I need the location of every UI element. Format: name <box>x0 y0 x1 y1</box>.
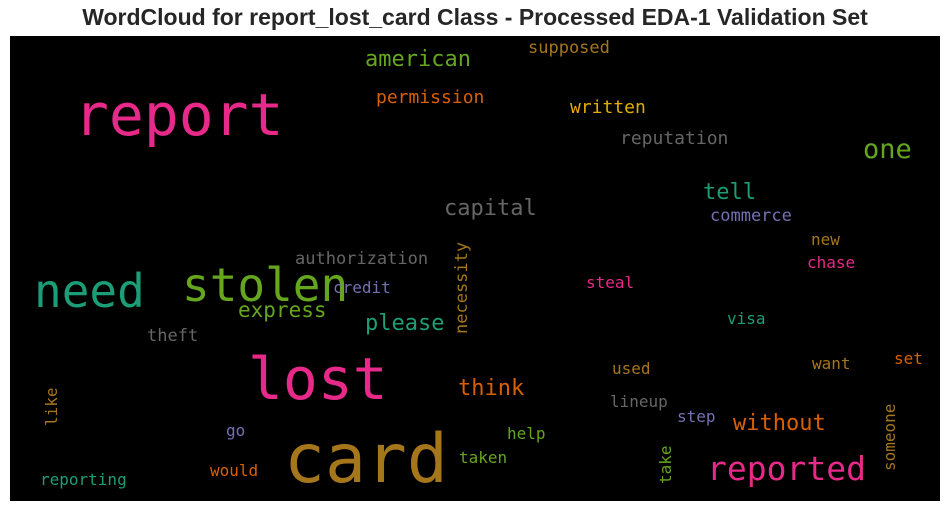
word-card: card <box>284 420 448 499</box>
word-chase: chase <box>807 253 856 272</box>
word-written: written <box>570 97 646 118</box>
word-theft: theft <box>147 326 199 346</box>
word-need: need <box>34 264 145 318</box>
word-capital: capital <box>444 196 537 221</box>
word-reporting: reporting <box>40 470 127 489</box>
word-lineup: lineup <box>610 392 668 411</box>
word-steal: steal <box>586 273 635 292</box>
word-new: new <box>811 230 840 249</box>
word-help: help <box>507 424 546 443</box>
word-think: think <box>458 376 525 401</box>
word-without: without <box>733 411 826 436</box>
word-supposed: supposed <box>528 38 610 58</box>
word-stolen: stolen <box>182 258 349 312</box>
word-want: want <box>812 354 851 373</box>
word-authorization: authorization <box>295 249 429 269</box>
word-express: express <box>238 298 327 322</box>
word-used: used <box>612 359 651 378</box>
word-reputation: reputation <box>620 128 729 149</box>
word-tell: tell <box>703 180 756 205</box>
chart-title: WordCloud for report_lost_card Class - P… <box>82 4 868 30</box>
word-taken: taken <box>459 448 508 467</box>
word-commerce: commerce <box>710 206 792 226</box>
word-necessity: necessity <box>452 241 472 334</box>
wordcloud-canvas: report card lost need stolen reported on… <box>10 36 940 501</box>
word-please: please <box>365 311 445 336</box>
word-report: report <box>74 81 284 149</box>
word-go: go <box>226 421 246 440</box>
word-lost: lost <box>248 345 388 413</box>
word-take: take <box>656 445 675 484</box>
word-visa: visa <box>727 309 766 328</box>
word-one: one <box>863 134 912 165</box>
word-step: step <box>677 407 716 426</box>
word-reported: reported <box>707 449 866 488</box>
word-like: like <box>42 387 61 426</box>
word-american: american <box>365 47 471 72</box>
word-someone: someone <box>880 403 899 471</box>
word-credit: credit <box>333 278 391 297</box>
word-permission: permission <box>376 87 485 108</box>
word-would: would <box>210 461 259 480</box>
word-set: set <box>894 349 923 368</box>
